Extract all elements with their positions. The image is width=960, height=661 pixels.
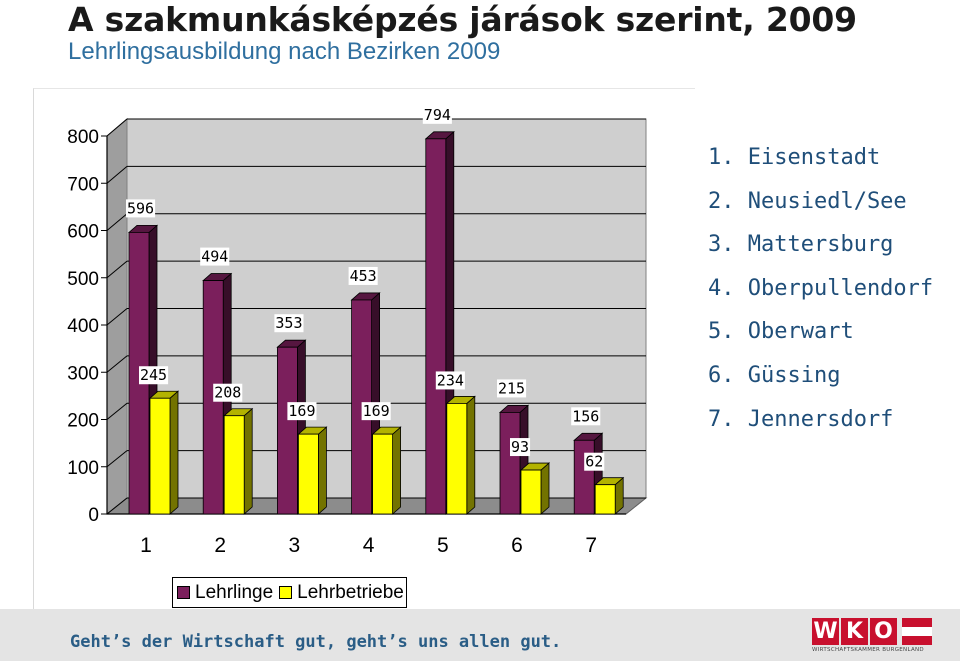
data-label: 169 — [288, 402, 315, 420]
gridline-side — [106, 402, 128, 420]
data-label-bg — [348, 266, 378, 285]
gridline-side — [106, 355, 128, 373]
district-item: 4. Oberpullendorf — [708, 275, 934, 301]
data-label-bg — [510, 438, 531, 457]
chart-panel: 0 100 200 300 400 500 600 700 800 596 245 1 494 208 2 3… — [33, 88, 695, 619]
footer-slogan: Geht’s der Wirtschaft gut, geht’s uns al… — [70, 632, 562, 652]
gridline-side — [106, 118, 128, 137]
data-label: 494 — [201, 248, 228, 266]
bar-lehrlinge — [573, 439, 595, 515]
bar-lehrlinge — [425, 138, 447, 515]
gridline-side — [106, 213, 128, 231]
data-label-bg — [435, 371, 465, 390]
bar-lehrbetriebe — [520, 469, 542, 515]
legend-swatch-lehrbetriebe — [279, 586, 293, 599]
bar-lehrbetriebe — [446, 403, 468, 515]
x-tick-label: 6 — [511, 534, 523, 557]
logo-letter: W — [812, 618, 839, 645]
x-tick-label: 3 — [289, 534, 301, 557]
bar-side-lehrbetriebe — [243, 407, 253, 515]
gridline-side — [106, 308, 128, 326]
legend-item-lehrlinge: Lehrlinge — [177, 582, 273, 604]
y-tick-label: 200 — [67, 411, 99, 432]
data-label: 169 — [363, 402, 390, 420]
district-item: 3. Mattersburg — [708, 232, 894, 258]
data-label: 215 — [498, 379, 525, 397]
data-label-bg — [571, 407, 601, 426]
district-item: 1. Eisenstadt — [708, 145, 881, 170]
bar-lehrbetriebe — [297, 433, 319, 515]
data-label: 353 — [275, 314, 302, 332]
austria-flag-icon — [902, 618, 932, 645]
y-tick-label: 100 — [67, 458, 99, 479]
x-tick-label: 7 — [585, 534, 597, 557]
y-tick-label: 700 — [67, 174, 99, 195]
bar-side-lehrbetriebe — [317, 426, 327, 515]
district-item: 2. Neusiedl/See — [708, 188, 907, 214]
bar-side-lehrbetriebe — [466, 395, 476, 515]
gridline-side — [106, 450, 128, 468]
data-label: 596 — [127, 199, 154, 217]
y-tick-label: 300 — [67, 363, 99, 384]
bar-lehrlinge — [276, 346, 298, 515]
data-label-bg — [287, 402, 317, 421]
logo-letter: K — [841, 618, 868, 645]
data-label: 156 — [572, 407, 599, 425]
legend-label-lehrlinge: Lehrlinge — [195, 581, 274, 603]
x-tick-label: 5 — [437, 534, 449, 557]
bar-lehrlinge — [499, 412, 521, 515]
logo-subtitle: WIRTSCHAFTSKAMMER BURGENLAND — [812, 647, 924, 653]
chart-subtitle: Lehrlingsausbildung nach Bezirken 2009 — [68, 38, 501, 65]
bar-side-lehrbetriebe — [392, 426, 402, 515]
bar-lehrbetriebe — [372, 433, 394, 515]
data-label: 208 — [214, 384, 241, 402]
x-tick-label: 2 — [214, 534, 226, 557]
data-label-bg — [126, 199, 156, 218]
data-label-bg — [274, 314, 304, 333]
y-tick-label: 600 — [67, 222, 99, 243]
data-label: 62 — [585, 453, 603, 471]
gridline-side — [106, 260, 128, 279]
x-tick-label: 4 — [363, 534, 375, 557]
chart-legend: Lehrlinge Lehrbetriebe — [172, 577, 407, 608]
district-item: 7. Jennersdorf — [708, 406, 894, 432]
legend-label-lehrbetriebe: Lehrbetriebe — [297, 581, 404, 603]
y-tick-label: 800 — [67, 127, 99, 148]
logo-letter: O — [870, 618, 897, 645]
bar-lehrbetriebe — [223, 415, 245, 515]
bar-chart: 0100200300400500600700800596245149420823… — [67, 105, 648, 557]
gridline-side — [106, 165, 128, 184]
data-label: 234 — [437, 371, 464, 389]
data-label-bg — [584, 452, 605, 471]
x-tick-label: 1 — [140, 534, 152, 557]
y-tick-label: 500 — [67, 269, 99, 290]
bar-side-lehrbetriebe — [169, 390, 179, 515]
legend-swatch-lehrlinge — [177, 586, 190, 599]
y-tick-label: 0 — [88, 505, 99, 526]
district-item: 5. Oberwart — [708, 319, 854, 345]
chart-title: A szakmunkásképzés járások szerint, 2009 — [68, 0, 857, 39]
data-label-bg — [139, 366, 169, 385]
data-label-bg — [422, 105, 452, 124]
district-list: 1. Eisenstadt 2. Neusiedl/See 3. Matters… — [708, 142, 933, 447]
data-label: 453 — [350, 267, 377, 285]
data-label-bg — [361, 402, 391, 421]
bar-lehrbetriebe — [594, 484, 616, 515]
data-label-bg — [213, 383, 243, 402]
data-label: 93 — [511, 438, 529, 456]
data-label-bg — [200, 247, 230, 266]
data-label-bg — [497, 379, 527, 398]
gridline-side — [106, 497, 128, 515]
bar-lehrbetriebe — [149, 397, 171, 515]
district-item: 6. Güssing — [708, 362, 841, 388]
data-label: 245 — [140, 366, 167, 384]
bar-side-lehrbetriebe — [540, 462, 550, 515]
legend-item-lehrbetriebe: Lehrbetriebe — [279, 582, 404, 604]
footer-band — [0, 609, 960, 661]
y-tick-label: 400 — [67, 316, 99, 337]
data-label: 794 — [424, 106, 451, 124]
